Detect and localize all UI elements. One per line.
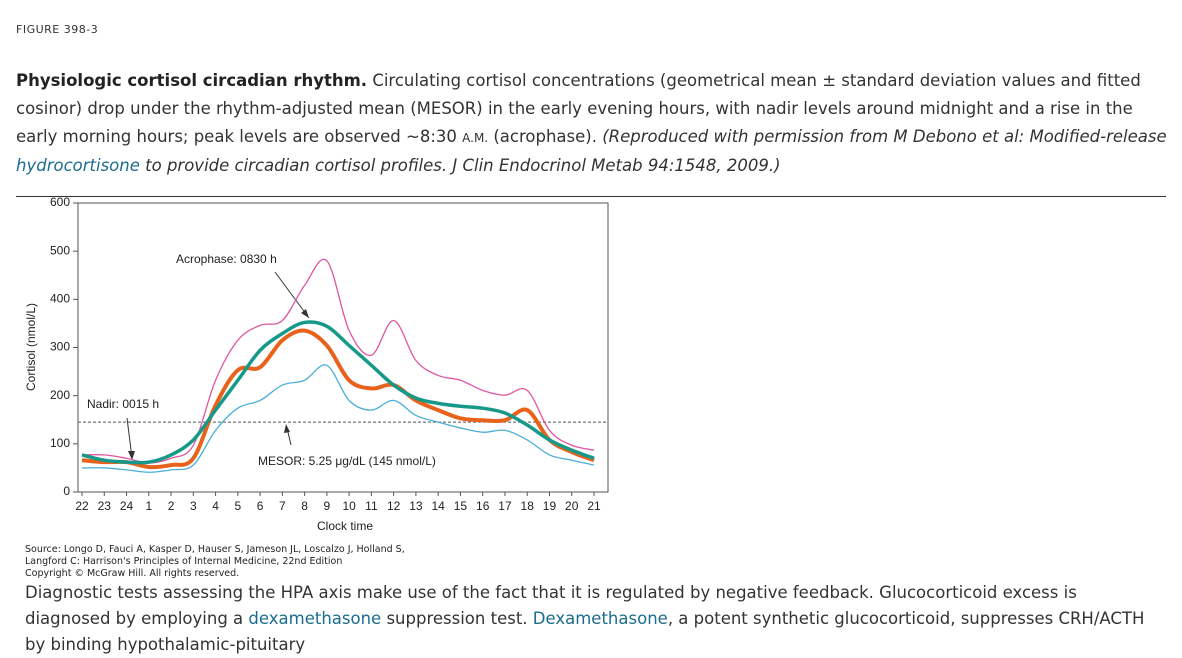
figure-label: FIGURE 398-3 [16, 23, 99, 36]
body-text: , a potent synthetic glucocorticoid, sup… [25, 609, 1145, 654]
y-tick-label: 400 [50, 292, 70, 306]
x-tick-label: 24 [120, 499, 134, 513]
link[interactable]: Dexamethasone [532, 609, 668, 628]
body-text: Diagnostic tests assessing the HPA axis … [25, 583, 1077, 628]
x-tick-label: 9 [324, 499, 331, 513]
source-line: Source: Longo D, Fauci A, Kasper D, Haus… [25, 544, 405, 555]
y-tick-label: 200 [50, 388, 70, 402]
x-axis-label: Clock time [317, 519, 373, 533]
annotation-arrow [274, 271, 310, 319]
link[interactable]: dexamethasone [248, 609, 382, 628]
body-text: Diagnostic tests assessing the HPA axis … [25, 580, 1165, 658]
x-tick-label: 1 [145, 499, 152, 513]
citation-text: to provide circadian cortisol profiles. … [145, 156, 781, 175]
x-tick-label: 17 [498, 499, 512, 513]
citation: (Reproduced with permission from M Debon… [16, 127, 1167, 175]
citation-text: (Reproduced with permission from M Debon… [602, 127, 1167, 146]
x-tick-label: 3 [190, 499, 197, 513]
y-tick-label: 600 [50, 195, 70, 209]
source: Source: Longo D, Fauci A, Kasper D, Haus… [25, 544, 405, 580]
y-tick-label: 100 [50, 436, 70, 450]
x-tick-label: 10 [342, 499, 356, 513]
y-tick-label: 500 [50, 243, 70, 257]
arrow-head [284, 424, 290, 433]
x-tick-label: 13 [409, 499, 423, 513]
annotation: Nadir: 0015 h [87, 397, 159, 411]
caption-text: (acrophase). [493, 127, 597, 146]
caption-time: A.M. [462, 131, 489, 145]
rule [16, 196, 1166, 197]
x-tick-label: 18 [521, 499, 535, 513]
caption-title: Physiologic cortisol circadian rhythm. [16, 71, 368, 90]
x-tick-label: 23 [98, 499, 112, 513]
x-tick-label: 5 [234, 499, 241, 513]
source-line: Langford C: Harrison's Principles of Int… [25, 556, 343, 567]
x-tick-label: 21 [587, 499, 601, 513]
x-tick-label: 20 [565, 499, 579, 513]
y-tick-label: 0 [63, 484, 70, 498]
citation-link[interactable]: hydrocortisone [16, 156, 140, 175]
caption: Physiologic cortisol circadian rhythm. C… [16, 67, 1171, 180]
y-tick-label: 300 [50, 340, 70, 354]
x-tick-label: 2 [168, 499, 175, 513]
x-tick-label: 14 [431, 499, 445, 513]
annotation: Acrophase: 0830 h [176, 252, 277, 266]
chart: Cortisol (nmol/L) Clock time Acrophase: … [24, 195, 609, 533]
x-tick-label: 7 [279, 499, 286, 513]
x-tick-label: 16 [476, 499, 490, 513]
caption-text: Circulating cortisol concentrations (geo… [16, 71, 1141, 146]
x-tick-label: 12 [387, 499, 401, 513]
x-tick-label: 19 [543, 499, 557, 513]
series-line [81, 364, 595, 473]
x-tick-label: 6 [257, 499, 264, 513]
x-tick-label: 15 [454, 499, 468, 513]
series-line [81, 328, 595, 470]
x-tick-label: 8 [301, 499, 308, 513]
arrow-head [128, 451, 135, 460]
y-axis-label: Cortisol (nmol/L) [24, 303, 38, 391]
x-tick-label: 22 [75, 499, 89, 513]
arrow-head [301, 309, 309, 318]
series-line [81, 258, 595, 464]
annotation: MESOR: 5.25 μg/dL (145 nmol/L) [258, 454, 436, 468]
plot-frame [77, 202, 609, 493]
source-line: Copyright © McGraw Hill. All rights rese… [25, 568, 240, 579]
series-line [81, 320, 595, 465]
x-tick-label: 11 [365, 499, 378, 513]
body-text: suppression test. [386, 609, 528, 628]
x-tick-label: 4 [212, 499, 219, 513]
